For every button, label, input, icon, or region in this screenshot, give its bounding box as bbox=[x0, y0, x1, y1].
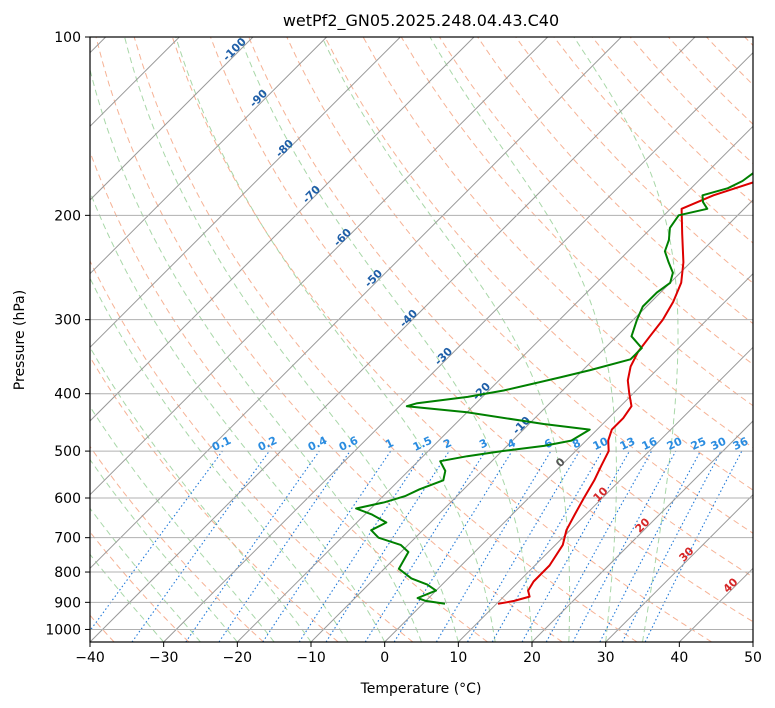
isotherm-line bbox=[384, 272, 753, 642]
dry-adiabat-line bbox=[95, 37, 563, 642]
mixing-ratio-line bbox=[262, 450, 392, 642]
isotherm-line bbox=[310, 199, 753, 642]
mixing-ratio-label: 10 bbox=[591, 435, 611, 453]
isotherm-line bbox=[605, 493, 753, 642]
mixing-ratio-line bbox=[325, 450, 450, 642]
mixing-ratio-line bbox=[572, 450, 677, 642]
moist-adiabat-line bbox=[90, 458, 238, 642]
chart-title: wetPf2_GN05.2025.248.04.43.C40 bbox=[283, 11, 559, 31]
isotherm-line bbox=[163, 51, 753, 642]
moist-adiabat-line bbox=[90, 190, 386, 642]
dry-adiabat-line bbox=[210, 37, 753, 623]
isotherm-line bbox=[90, 37, 401, 349]
dry-adiabat-line bbox=[90, 445, 264, 642]
mixing-ratio-label: 20 bbox=[665, 435, 685, 453]
dry-adiabat-line bbox=[324, 37, 753, 491]
isotherm-line bbox=[90, 37, 328, 275]
dewpoint-trace bbox=[355, 171, 753, 605]
isotherm-line bbox=[90, 37, 622, 570]
mixing-ratio-line bbox=[521, 450, 630, 642]
x-tick-label: 50 bbox=[744, 650, 762, 666]
x-tick-label: −20 bbox=[223, 650, 253, 666]
isotherm-line bbox=[90, 37, 549, 496]
y-tick-label: 1000 bbox=[45, 622, 81, 638]
x-tick-label: −40 bbox=[75, 650, 105, 666]
dry-adiabat-line bbox=[90, 259, 414, 642]
moist-adiabat-line bbox=[321, 37, 571, 642]
dry-adiabat-line bbox=[171, 37, 712, 642]
x-tick-label: 40 bbox=[670, 650, 688, 666]
mixing-ratio-label: 36 bbox=[731, 435, 751, 453]
y-tick-label: 100 bbox=[54, 30, 81, 46]
y-tick-label: 400 bbox=[54, 387, 81, 403]
mixing-ratio-lines bbox=[90, 450, 743, 642]
y-axis-label: Pressure (hPa) bbox=[12, 290, 28, 390]
x-tick-label: 10 bbox=[449, 650, 467, 666]
x-axis-label: Temperature (°C) bbox=[360, 681, 482, 697]
isotherm-line bbox=[457, 346, 753, 642]
moist-adiabat-line bbox=[90, 277, 349, 642]
mixing-ratio-line bbox=[393, 450, 513, 642]
x-tick-label: 20 bbox=[523, 650, 541, 666]
x-axis-ticks: −40 −30 −20 −10 0 10 20 30 40 50 bbox=[75, 642, 762, 666]
y-tick-label: 800 bbox=[54, 565, 81, 581]
dry-adiabat-line bbox=[90, 356, 339, 642]
isotherm-line bbox=[90, 37, 696, 642]
moist-adiabat-line bbox=[90, 67, 422, 642]
dry-adiabats bbox=[90, 37, 753, 642]
dry-adiabat-line bbox=[133, 37, 638, 642]
isotherm-line bbox=[236, 125, 753, 642]
mixing-ratio-label: 30 bbox=[709, 435, 729, 453]
moist-adiabat-line bbox=[573, 37, 679, 642]
mixing-ratio-line bbox=[185, 450, 320, 642]
mixing-ratio-label: 13 bbox=[618, 435, 637, 453]
moist-adiabat-line bbox=[124, 37, 459, 642]
temperature-trace bbox=[497, 181, 753, 605]
y-tick-label: 600 bbox=[54, 491, 81, 507]
dry-adiabat-line bbox=[248, 37, 753, 578]
moist-adiabat-line bbox=[239, 37, 533, 642]
x-tick-label: 30 bbox=[597, 650, 615, 666]
y-tick-label: 700 bbox=[54, 531, 81, 547]
plot-frame bbox=[89, 36, 754, 643]
mixing-ratio-label: 16 bbox=[640, 435, 660, 453]
mixing-ratio-line bbox=[90, 450, 223, 632]
mixing-ratio-label: 25 bbox=[689, 435, 708, 453]
mixing-ratio-line bbox=[218, 450, 351, 642]
dry-adiabat-line bbox=[286, 37, 753, 534]
isotherm-line bbox=[90, 37, 254, 201]
y-tick-label: 300 bbox=[54, 313, 81, 329]
mixing-ratio-line bbox=[298, 450, 425, 642]
y-tick-label: 500 bbox=[54, 444, 81, 460]
dry-adiabat-line bbox=[515, 37, 753, 284]
mixing-ratio-line bbox=[131, 450, 270, 642]
isotherm-line bbox=[90, 37, 475, 422]
y-axis-ticks: 100 200 300 400 500 600 700 800 900 1000 bbox=[45, 30, 90, 638]
mixing-ratio-line bbox=[644, 450, 743, 642]
pressure-gridlines bbox=[90, 37, 753, 630]
y-tick-label: 200 bbox=[54, 208, 81, 224]
isotherm-line bbox=[531, 420, 753, 642]
mixing-ratio-line bbox=[545, 450, 653, 642]
moist-adiabat-line bbox=[429, 37, 617, 642]
isotherms bbox=[90, 37, 753, 642]
x-tick-label: 0 bbox=[380, 650, 389, 666]
x-tick-label: −10 bbox=[296, 650, 326, 666]
x-tick-label: −30 bbox=[149, 650, 179, 666]
moist-adiabat-line bbox=[175, 37, 496, 642]
sounding-traces bbox=[355, 171, 753, 605]
y-tick-label: 900 bbox=[54, 595, 81, 611]
